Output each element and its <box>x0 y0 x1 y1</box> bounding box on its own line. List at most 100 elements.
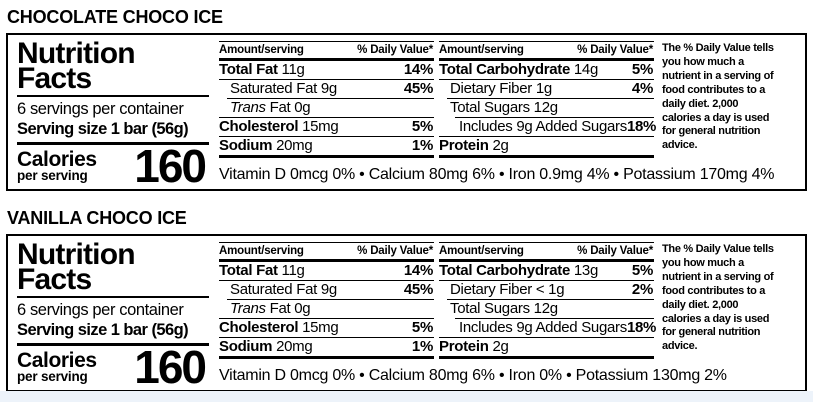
product-title: CHOCOLATE CHOCO ICE <box>7 7 223 27</box>
nutrient-row: Total Sugars 12g <box>447 299 654 318</box>
nutrient-name: Total Sugars 12g <box>450 300 558 317</box>
nutrient-row: Total Fat 11g 14% <box>219 262 434 280</box>
nutrient-row: Total Carbohydrate 13g 5% <box>439 262 654 280</box>
daily-value-header: % Daily Value* <box>577 44 653 56</box>
calories-value: 160 <box>134 341 207 393</box>
calories-block: Calories per serving 160 <box>17 140 209 192</box>
divider <box>17 343 209 346</box>
nutrient-row: Total Sugars 12g <box>447 98 654 117</box>
amount-per-serving-header: Amount/serving <box>219 245 304 257</box>
nutrient-column-carbs: Amount/serving % Daily Value* Total Carb… <box>439 242 656 359</box>
serving-size: Serving size 1 bar (56g) <box>17 120 189 138</box>
servings-per-container: 6 servings per container <box>17 100 184 118</box>
nutrient-name: Protein 2g <box>439 137 509 154</box>
nutrition-facts-summary: Nutrition Facts 6 servings per container… <box>17 37 219 192</box>
nutrient-name: Sodium 20mg <box>219 137 313 154</box>
column-header: Amount/serving % Daily Value* <box>219 242 434 262</box>
nutrient-row: Trans Fat 0g <box>227 299 434 318</box>
calories-labels: Calories per serving <box>17 349 97 384</box>
calories-value: 160 <box>134 140 207 192</box>
nutrient-rows: Total Fat 11g 14% Saturated Fat 9g 45% Trans… <box>219 61 434 158</box>
calories-sub-label: per serving <box>17 369 88 384</box>
nutrient-name: Trans Fat 0g <box>230 99 311 116</box>
daily-value-header: % Daily Value* <box>577 245 653 257</box>
nutrient-daily-value: 45% <box>403 281 433 298</box>
nutrient-daily-value: 18% <box>626 118 657 135</box>
nutrient-area: Amount/serving % Daily Value* Total Fat … <box>219 242 799 385</box>
nutrient-daily-value: 45% <box>403 80 433 97</box>
nutrient-row: Protein 2g <box>439 136 654 155</box>
nutrient-row: Trans Fat 0g <box>227 98 434 117</box>
nutrient-rows: Total Carbohydrate 13g 5% Dietary Fiber < … <box>439 262 656 359</box>
calories-labels: Calories per serving <box>17 148 97 183</box>
amount-per-serving-header: Amount/serving <box>439 44 524 56</box>
nutrient-column-fats: Amount/serving % Daily Value* Total Fat … <box>219 41 434 158</box>
nutrient-name: Total Sugars 12g <box>450 99 558 116</box>
daily-value-header: % Daily Value* <box>357 245 433 257</box>
nutrient-row: Sodium 20mg 1% <box>219 136 434 155</box>
nutrition-facts-heading: Nutrition Facts <box>17 238 136 296</box>
nutrition-facts-panel: Nutrition Facts 6 servings per container… <box>6 33 807 191</box>
servings-per-container: 6 servings per container <box>17 301 184 319</box>
nutrient-row: Total Fat 11g 14% <box>219 61 434 79</box>
column-header: Amount/serving % Daily Value* <box>439 242 654 262</box>
serving-size: Serving size 1 bar (56g) <box>17 321 189 339</box>
nutrient-name: Sodium 20mg <box>219 338 313 355</box>
calories-label: Calories <box>17 349 97 372</box>
nutrient-column-carbs: Amount/serving % Daily Value* Total Carb… <box>439 41 657 158</box>
nutrient-name: Includes 9g Added Sugars <box>459 319 627 336</box>
nutrient-row: Dietary Fiber 1g 4% <box>439 79 654 98</box>
nutrient-name: Dietary Fiber 1g <box>450 80 552 97</box>
daily-value-header: % Daily Value* <box>357 44 433 56</box>
column-header: Amount/serving % Daily Value* <box>219 41 434 61</box>
micronutrients-line: Vitamin D 0mcg 0% • Calcium 80mg 6% • Ir… <box>219 166 775 183</box>
nutrient-daily-value: 5% <box>631 61 653 78</box>
nutrient-columns: Amount/serving % Daily Value* Total Fat … <box>219 41 799 158</box>
amount-per-serving-header: Amount/serving <box>439 245 524 257</box>
nutrient-daily-value: 1% <box>411 137 433 154</box>
nutrient-daily-value: 14% <box>403 61 433 78</box>
nutrient-name: Dietary Fiber < 1g <box>450 281 565 298</box>
calories-label: Calories <box>17 148 97 171</box>
column-header: Amount/serving % Daily Value* <box>439 41 654 61</box>
micronutrients-line: Vitamin D 0mcg 0% • Calcium 80mg 6% • Ir… <box>219 367 727 384</box>
nutrient-name: Cholesterol 15mg <box>219 118 339 135</box>
daily-value-footnote: The % Daily Value tells you how much a n… <box>662 243 774 353</box>
calories-block: Calories per serving 160 <box>17 341 209 393</box>
nutrient-row: Cholesterol 15mg 5% <box>219 318 434 337</box>
nutrition-facts-summary: Nutrition Facts 6 servings per container… <box>17 238 219 393</box>
nutrient-name: Saturated Fat 9g <box>230 80 337 97</box>
nutrient-daily-value: 14% <box>403 262 433 279</box>
nutrient-daily-value: 4% <box>631 80 653 97</box>
nutrient-columns: Amount/serving % Daily Value* Total Fat … <box>219 242 799 359</box>
nutrient-name: Total Carbohydrate 14g <box>439 61 599 78</box>
bottom-accent-strip <box>0 391 813 402</box>
nutrient-row: Dietary Fiber < 1g 2% <box>439 280 654 299</box>
nutrient-row: Sodium 20mg 1% <box>219 337 434 356</box>
nutrient-name: Total Fat 11g <box>219 61 305 78</box>
calories-sub-label: per serving <box>17 168 88 183</box>
nutrient-daily-value: 1% <box>411 338 433 355</box>
nutrient-rows: Total Fat 11g 14% Saturated Fat 9g 45% Trans… <box>219 262 434 359</box>
nutrient-daily-value: 5% <box>631 262 653 279</box>
nutrient-daily-value: 5% <box>411 319 433 336</box>
divider <box>17 142 209 145</box>
nutrient-name: Cholesterol 15mg <box>219 319 339 336</box>
nutrient-daily-value: 2% <box>631 281 653 298</box>
nutrition-facts-heading: Nutrition Facts <box>17 37 136 95</box>
nutrition-label-card-chocolate: CHOCOLATE CHOCO ICE Nutrition Facts 6 se… <box>6 8 807 191</box>
divider <box>17 95 209 97</box>
nutrient-name: Includes 9g Added Sugars <box>459 118 627 135</box>
nutrient-row: Total Carbohydrate 14g 5% <box>439 61 654 79</box>
nutrient-row: Protein 2g <box>439 337 654 356</box>
nutrient-name: Trans Fat 0g <box>230 300 311 317</box>
daily-value-footnote: The % Daily Value tells you how much a n… <box>662 42 774 152</box>
nutrient-rows: Total Carbohydrate 14g 5% Dietary Fiber 1g… <box>439 61 657 158</box>
nutrient-row: Includes 9g Added Sugars 18% <box>455 117 657 136</box>
nutrient-row: Saturated Fat 9g 45% <box>219 280 434 299</box>
product-title: VANILLA CHOCO ICE <box>7 208 187 228</box>
nutrient-row: Cholesterol 15mg 5% <box>219 117 434 136</box>
divider <box>17 296 209 298</box>
page: CHOCOLATE CHOCO ICE Nutrition Facts 6 se… <box>6 8 807 393</box>
nutrient-name: Total Fat 11g <box>219 262 305 279</box>
